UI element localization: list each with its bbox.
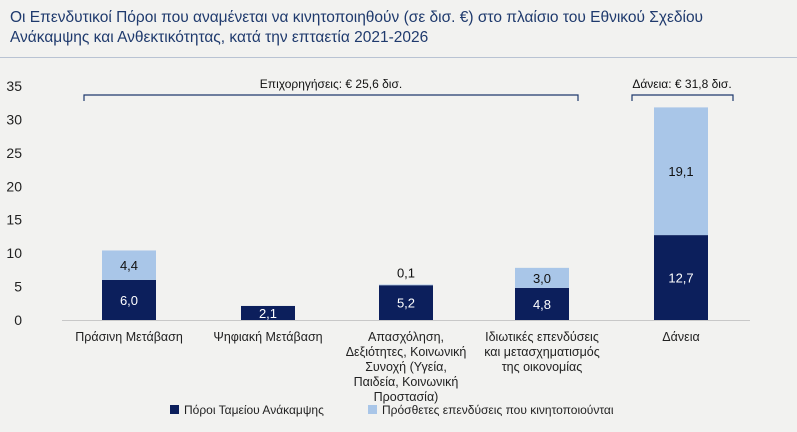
x-category-label: Πράσινη Μετάβαση: [75, 330, 183, 344]
bar-recovery-fund: [654, 235, 708, 320]
bar-recovery-fund: [102, 279, 156, 320]
chart-title-line-1: Οι Επενδυτικοί Πόροι που αναμένεται να κ…: [10, 9, 704, 26]
data-label-recovery: 5,2: [397, 296, 415, 311]
x-category-label: Δεξιότητες, Κοινωνική: [346, 345, 467, 359]
y-tick-label: 25: [6, 145, 22, 161]
bar-additional-investment: [515, 267, 569, 288]
x-category-label: και μετασχηματισμός: [484, 345, 600, 359]
x-category-label: Συνοχή (Υγεία,: [365, 360, 447, 374]
bar-additional-investment: [379, 284, 433, 286]
data-label-additional: 19,1: [668, 164, 693, 179]
bar-recovery-fund: [241, 305, 295, 320]
data-label-recovery: 4,8: [533, 297, 551, 312]
legend-label-additional: Πρόσθετες επενδύσεις που κινητοποιούνται: [382, 403, 614, 417]
data-label-additional: 0,1: [397, 266, 415, 281]
data-label-recovery: 2,1: [259, 306, 277, 321]
y-tick-label: 30: [6, 111, 22, 127]
y-tick-label: 5: [14, 279, 22, 295]
chart-title-line-2: Ανάκαμψης και Ανθεκτικότητας, κατά την ε…: [10, 29, 429, 46]
annotation-label: Επιχορηγήσεις: € 25,6 δισ.: [260, 77, 402, 91]
y-tick-label: 0: [14, 312, 22, 328]
y-tick-label: 35: [6, 78, 22, 94]
x-category-label: Ιδιωτικές επενδύσεις: [485, 330, 599, 344]
chart-title: Οι Επενδυτικοί Πόροι που αναμένεται να κ…: [10, 8, 790, 48]
x-category-label: Απασχόληση,: [368, 330, 444, 344]
x-category-label: Ψηφιακή Μετάβαση: [213, 330, 322, 344]
bar-recovery-fund: [379, 285, 433, 320]
data-label-additional: 4,4: [120, 258, 138, 273]
legend-swatch-additional: [368, 405, 377, 414]
legend-swatch-recovery: [170, 405, 179, 414]
x-category-label: Παιδεία, Κοινωνική: [354, 375, 459, 389]
data-label-recovery: 6,0: [120, 293, 138, 308]
bar-recovery-fund: [515, 287, 569, 320]
bar-additional-investment: [654, 107, 708, 236]
x-category-label: της οικονομίας: [502, 360, 583, 374]
y-tick-label: 15: [6, 212, 22, 228]
data-label-additional: 3,0: [533, 271, 551, 286]
y-tick-label: 20: [6, 178, 22, 194]
x-category-label: Προστασία): [374, 390, 439, 404]
bar-additional-investment: [102, 250, 156, 280]
annotation-bracket: [83, 94, 579, 101]
annotation-bracket: [631, 94, 734, 101]
data-label-recovery: 12,7: [668, 271, 693, 286]
title-divider: [0, 57, 797, 58]
annotation-label: Δάνεια: € 31,8 δισ.: [632, 77, 731, 91]
legend-label-recovery: Πόροι Ταμείου Ανάκαμψης: [184, 403, 324, 417]
x-category-label: Δάνεια: [662, 330, 699, 344]
y-tick-label: 10: [6, 245, 22, 261]
